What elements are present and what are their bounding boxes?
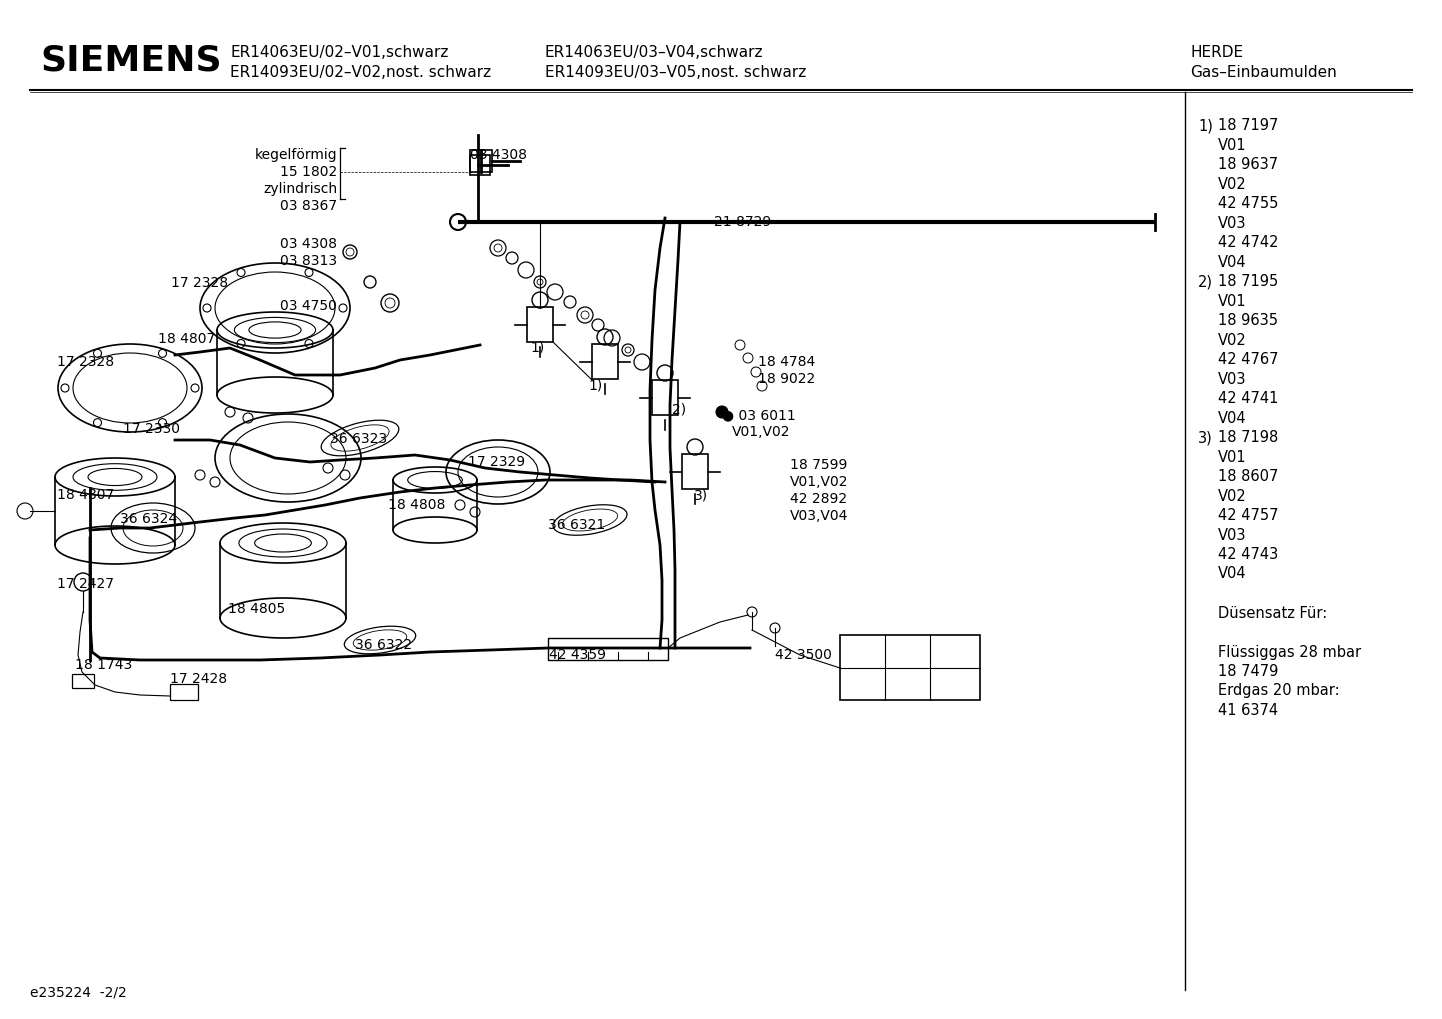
Text: 03 4750: 03 4750 (280, 299, 337, 313)
Text: 03 8313: 03 8313 (280, 254, 337, 268)
Text: V01,V02: V01,V02 (790, 475, 848, 489)
Text: 3): 3) (694, 488, 708, 502)
Text: V03: V03 (1218, 528, 1246, 542)
Text: Erdgas 20 mbar:: Erdgas 20 mbar: (1218, 684, 1340, 698)
Text: 1): 1) (1198, 118, 1213, 133)
Text: 17 2427: 17 2427 (58, 577, 114, 591)
Text: V04: V04 (1218, 255, 1247, 269)
Text: 42 4755: 42 4755 (1218, 196, 1279, 211)
Bar (72, 674, 94, 688)
Text: SIEMENS: SIEMENS (40, 43, 222, 77)
Text: ER14063EU/02–V01,schwarz: ER14063EU/02–V01,schwarz (231, 45, 448, 60)
Text: 17 2328: 17 2328 (170, 276, 228, 290)
Text: 36 6323: 36 6323 (330, 432, 386, 446)
Bar (470, 150, 492, 172)
Text: ● 03 6011: ● 03 6011 (722, 408, 796, 422)
Text: 2): 2) (672, 403, 686, 416)
Bar (470, 155, 490, 175)
Text: 42 4741: 42 4741 (1218, 391, 1279, 406)
Text: 17 2330: 17 2330 (123, 422, 180, 436)
Text: 18 7197: 18 7197 (1218, 118, 1279, 133)
Text: 18 4784: 18 4784 (758, 355, 815, 369)
Text: 2): 2) (1198, 274, 1213, 289)
Text: V01: V01 (1218, 138, 1247, 153)
Text: e235224  -2/2: e235224 -2/2 (30, 985, 127, 999)
Text: 03 8367: 03 8367 (280, 199, 337, 213)
Bar (526, 307, 552, 342)
Bar (170, 684, 198, 700)
Text: 42 2892: 42 2892 (790, 492, 846, 506)
Bar (682, 454, 708, 489)
Text: V03: V03 (1218, 215, 1246, 230)
Circle shape (717, 406, 728, 418)
Text: 17 2428: 17 2428 (170, 672, 228, 686)
Text: 03 4308: 03 4308 (280, 237, 337, 251)
Bar (548, 638, 668, 660)
Text: 15 1802: 15 1802 (280, 165, 337, 179)
Text: 18 1743: 18 1743 (75, 658, 133, 672)
Text: kegelförmig: kegelförmig (254, 148, 337, 162)
Text: V04: V04 (1218, 567, 1247, 582)
Text: 3): 3) (1198, 430, 1213, 445)
Text: 18 7479: 18 7479 (1218, 664, 1279, 679)
Text: 03 4308: 03 4308 (470, 148, 526, 162)
Text: 18 7198: 18 7198 (1218, 430, 1278, 445)
Text: 1): 1) (531, 340, 544, 354)
Text: 42 4757: 42 4757 (1218, 508, 1279, 523)
Text: 18 4807: 18 4807 (58, 488, 114, 502)
Text: HERDE: HERDE (1190, 45, 1243, 60)
Text: V02: V02 (1218, 332, 1247, 347)
Text: 18 8607: 18 8607 (1218, 469, 1279, 484)
Text: V01: V01 (1218, 449, 1247, 465)
Text: ER14093EU/02–V02,nost. schwarz: ER14093EU/02–V02,nost. schwarz (231, 65, 492, 81)
Text: V04: V04 (1218, 411, 1247, 426)
Text: V02: V02 (1218, 488, 1247, 503)
Text: V03: V03 (1218, 372, 1246, 386)
Text: 42 4359: 42 4359 (549, 648, 606, 662)
Text: zylindrisch: zylindrisch (262, 182, 337, 196)
Text: 18 9637: 18 9637 (1218, 157, 1278, 172)
Text: 18 7599: 18 7599 (790, 458, 848, 472)
Text: 18 9635: 18 9635 (1218, 313, 1278, 328)
Text: V01,V02: V01,V02 (733, 425, 790, 439)
Text: 41 6374: 41 6374 (1218, 703, 1278, 718)
Text: V02: V02 (1218, 176, 1247, 192)
Text: 18 4805: 18 4805 (228, 602, 286, 616)
Text: 17 2329: 17 2329 (469, 455, 525, 469)
Text: V01: V01 (1218, 293, 1247, 309)
Text: ER14063EU/03–V04,schwarz: ER14063EU/03–V04,schwarz (545, 45, 763, 60)
Text: 36 6321: 36 6321 (548, 518, 606, 532)
Text: 21 8729: 21 8729 (714, 215, 771, 229)
Text: Gas–Einbaumulden: Gas–Einbaumulden (1190, 65, 1337, 81)
Bar (841, 635, 981, 700)
Text: 42 4767: 42 4767 (1218, 352, 1279, 367)
Text: 18 4808: 18 4808 (388, 498, 446, 512)
Text: 42 4743: 42 4743 (1218, 547, 1278, 562)
Text: 42 4742: 42 4742 (1218, 235, 1279, 250)
Text: 36 6322: 36 6322 (355, 638, 412, 652)
Bar (593, 344, 619, 379)
Text: 18 9022: 18 9022 (758, 372, 815, 386)
Text: 18 7195: 18 7195 (1218, 274, 1278, 289)
Text: V03,V04: V03,V04 (790, 510, 848, 523)
Text: 18 4807: 18 4807 (157, 332, 215, 346)
Text: Flüssiggas 28 mbar: Flüssiggas 28 mbar (1218, 644, 1361, 659)
Text: 36 6324: 36 6324 (120, 512, 177, 526)
Text: 42 3500: 42 3500 (774, 648, 832, 662)
Text: 17 2328: 17 2328 (58, 355, 114, 369)
Text: 1): 1) (588, 378, 603, 392)
Text: Düsensatz Für:: Düsensatz Für: (1218, 605, 1327, 621)
Bar (652, 380, 678, 415)
Text: ER14093EU/03–V05,nost. schwarz: ER14093EU/03–V05,nost. schwarz (545, 65, 806, 81)
